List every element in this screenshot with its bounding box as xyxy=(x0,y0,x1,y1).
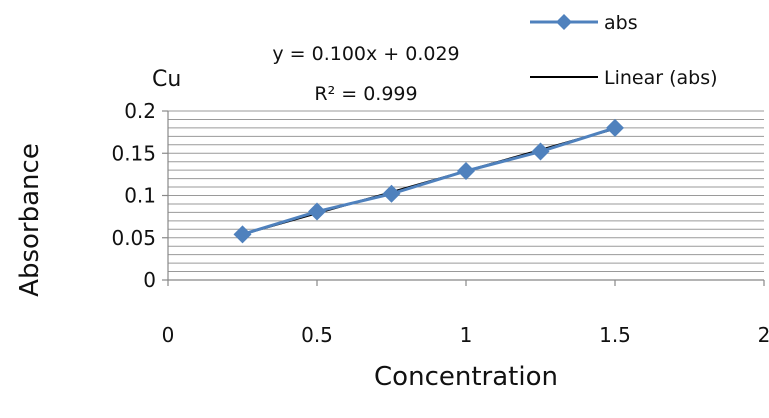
series-group xyxy=(233,118,624,244)
y-tick-label: 0.05 xyxy=(111,226,156,250)
legend-abs-label: abs xyxy=(604,12,638,34)
gridlines xyxy=(168,110,764,273)
x-tick-label: 1 xyxy=(460,323,473,347)
y-tick-label: 0 xyxy=(143,268,156,292)
x-tick-label: 0 xyxy=(162,323,175,347)
r-squared-label: R² = 0.999 xyxy=(314,83,417,105)
x-tick-label: 0.5 xyxy=(301,323,333,347)
data-point xyxy=(233,225,252,244)
data-point xyxy=(606,118,624,137)
legend-abs-marker xyxy=(556,14,572,30)
series-line-abs xyxy=(242,126,616,236)
trendline-equation: y = 0.100x + 0.029 xyxy=(272,43,459,65)
tick-labels: 0 0.5 1 1.5 2 0 0.05 0.1 0.15 0.2 xyxy=(111,99,769,347)
x-tick-label: 1.5 xyxy=(599,323,631,347)
x-axis-label: Concentration xyxy=(374,362,558,392)
data-point xyxy=(531,142,550,161)
data-point xyxy=(457,161,475,180)
data-point xyxy=(382,184,401,203)
y-tick-label: 0.1 xyxy=(124,184,156,208)
x-tick-label: 2 xyxy=(758,323,769,347)
y-tick-label: 0.2 xyxy=(124,99,156,123)
legend-linear-label: Linear (abs) xyxy=(604,67,718,89)
data-point xyxy=(308,202,326,221)
y-tick-label: 0.15 xyxy=(111,141,156,165)
chart-title: Cu xyxy=(152,67,181,92)
legend: abs Linear (abs) xyxy=(530,12,718,89)
axes xyxy=(162,110,765,286)
y-axis-label: Absorbance xyxy=(15,143,45,297)
